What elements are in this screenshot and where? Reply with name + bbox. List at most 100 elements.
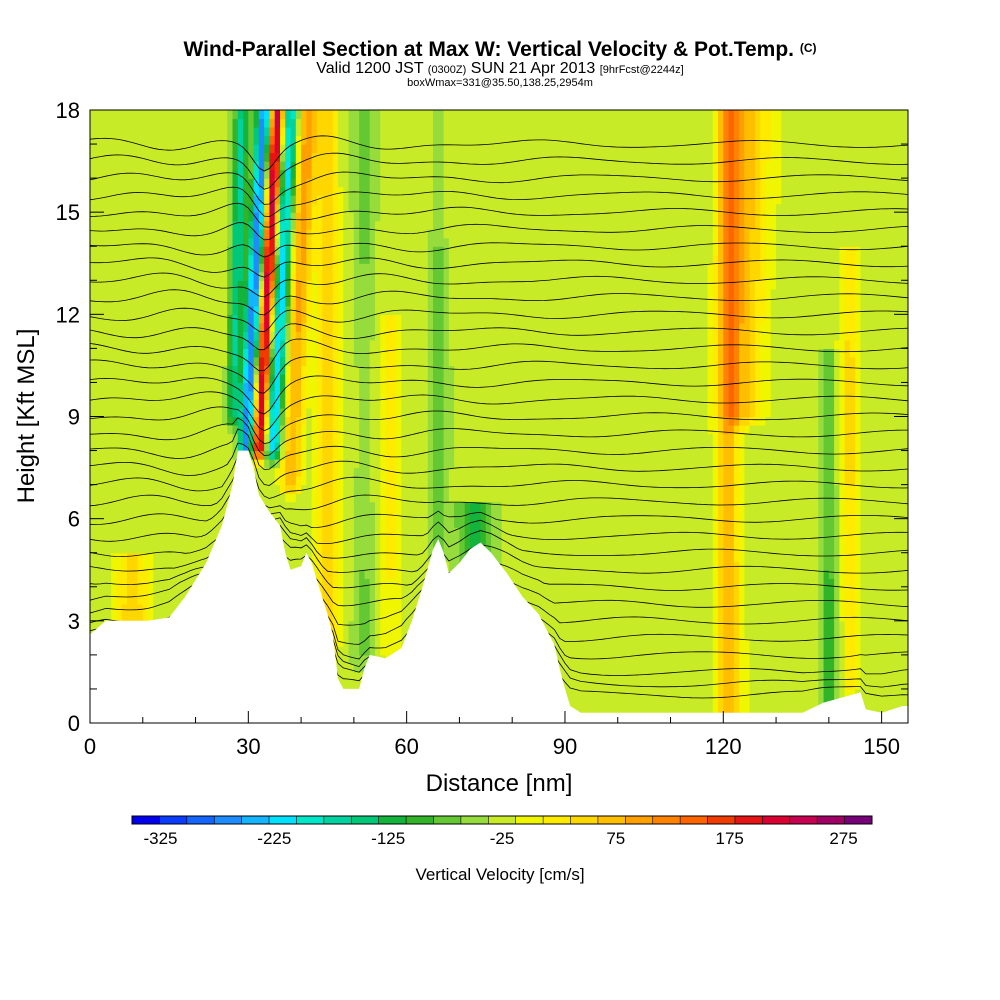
- w-cell: [121, 459, 128, 469]
- w-cell: [274, 161, 281, 171]
- w-cell: [195, 297, 202, 307]
- w-cell: [359, 442, 366, 452]
- w-cell: [343, 186, 350, 196]
- w-cell: [427, 442, 434, 452]
- w-cell: [448, 373, 455, 384]
- w-cell: [369, 356, 376, 367]
- w-cell: [105, 178, 112, 188]
- w-cell: [227, 322, 234, 332]
- w-cell: [316, 399, 323, 409]
- w-cell: [216, 450, 223, 460]
- w-cell: [237, 442, 244, 452]
- w-cell: [132, 263, 139, 273]
- w-cell: [279, 450, 286, 460]
- w-cell: [121, 407, 128, 418]
- w-cell: [153, 152, 160, 162]
- w-cell: [269, 382, 276, 392]
- w-cell: [396, 595, 402, 605]
- w-cell: [316, 467, 323, 477]
- w-cell: [311, 382, 318, 392]
- w-cell: [137, 305, 144, 315]
- w-cell: [184, 135, 191, 145]
- w-cell: [258, 186, 265, 196]
- w-cell: [438, 450, 445, 460]
- w-cell: [116, 442, 123, 452]
- w-cell: [290, 365, 297, 375]
- w-cell: [343, 416, 350, 426]
- w-cell: [380, 365, 387, 375]
- w-cell: [174, 373, 181, 384]
- w-cell: [258, 220, 265, 230]
- w-cell: [148, 178, 154, 188]
- w-cell: [243, 433, 249, 443]
- w-cell: [380, 169, 387, 179]
- w-cell: [406, 518, 413, 528]
- w-cell: [132, 229, 139, 239]
- w-cell: [417, 288, 424, 298]
- w-cell: [443, 110, 450, 120]
- w-cell: [148, 135, 154, 145]
- w-cell: [348, 510, 355, 520]
- w-cell: [237, 229, 244, 239]
- w-cell: [132, 237, 139, 247]
- w-cell: [148, 237, 154, 247]
- w-cell: [406, 254, 413, 264]
- w-cell: [100, 493, 107, 503]
- w-cell: [285, 127, 292, 137]
- w-cell: [169, 195, 176, 205]
- w-cell: [285, 407, 292, 418]
- w-cell: [206, 544, 212, 554]
- w-cell: [111, 416, 117, 426]
- w-cell: [327, 271, 334, 281]
- w-cell: [443, 229, 450, 239]
- w-cell: [316, 288, 323, 298]
- w-cell: [90, 356, 96, 367]
- w-cell: [433, 229, 439, 239]
- w-cell: [385, 203, 392, 213]
- w-cell: [359, 271, 366, 281]
- w-cell: [200, 135, 207, 145]
- w-cell: [369, 118, 376, 128]
- w-cell: [290, 297, 297, 307]
- w-cell: [116, 365, 123, 375]
- w-cell: [279, 416, 286, 426]
- w-cell: [338, 135, 344, 145]
- w-cell: [153, 305, 160, 315]
- w-cell: [364, 331, 371, 341]
- w-cell: [100, 169, 107, 179]
- w-cell: [401, 578, 408, 588]
- w-cell: [316, 459, 323, 469]
- w-cell: [427, 339, 434, 349]
- w-cell: [406, 552, 413, 562]
- w-cell: [264, 297, 271, 307]
- w-cell: [348, 595, 355, 605]
- w-cell: [353, 263, 360, 273]
- w-cell: [396, 135, 402, 145]
- w-cell: [443, 195, 450, 205]
- w-cell: [374, 493, 381, 503]
- w-cell: [369, 552, 376, 562]
- w-cell: [306, 161, 313, 171]
- w-cell: [232, 161, 239, 171]
- w-cell: [184, 450, 191, 460]
- w-cell: [153, 612, 160, 622]
- w-cell: [301, 476, 307, 486]
- w-cell: [380, 152, 387, 162]
- w-cell: [227, 425, 234, 435]
- w-cell: [316, 348, 323, 358]
- w-cell: [153, 135, 160, 145]
- w-cell: [216, 169, 223, 179]
- w-cell: [158, 288, 165, 298]
- w-cell: [116, 433, 123, 443]
- w-cell: [158, 603, 165, 613]
- w-cell: [142, 493, 149, 503]
- w-cell: [163, 578, 170, 588]
- w-cell: [343, 339, 350, 349]
- w-cell: [443, 450, 450, 460]
- w-cell: [406, 510, 413, 520]
- w-cell: [438, 484, 445, 494]
- w-cell: [174, 433, 181, 443]
- w-cell: [190, 220, 197, 230]
- w-cell: [417, 373, 424, 384]
- w-cell: [274, 212, 281, 222]
